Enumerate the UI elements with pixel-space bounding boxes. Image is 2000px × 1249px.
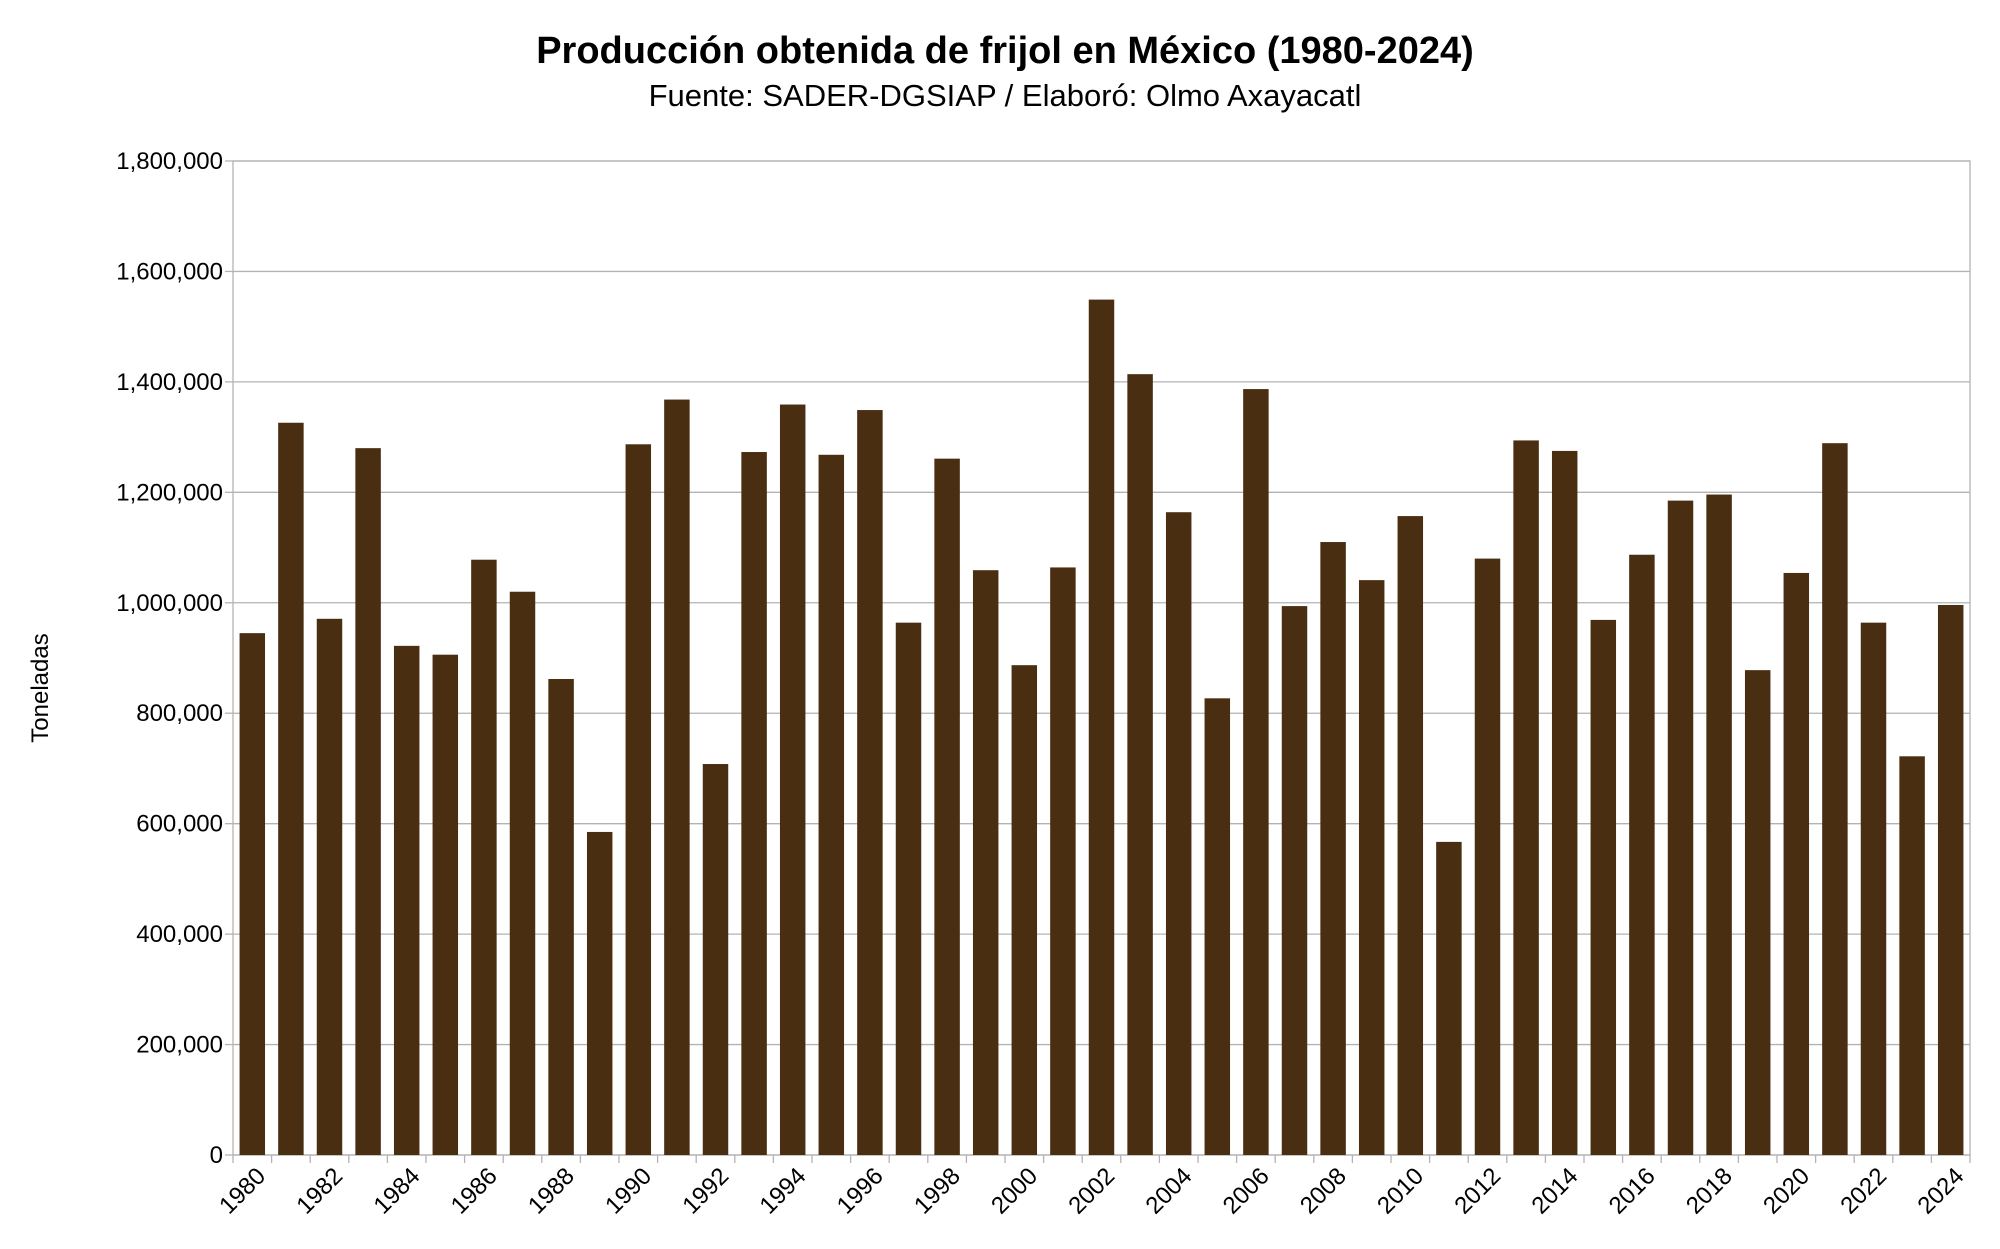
x-tick-label: 2002 xyxy=(1063,1163,1120,1220)
bar-2007 xyxy=(1281,606,1308,1155)
y-tick-label: 800,000 xyxy=(136,700,223,727)
bar-1986 xyxy=(471,559,497,1155)
chart-title: Producción obtenida de frijol en México … xyxy=(536,30,1474,72)
x-tick-label: 1998 xyxy=(909,1163,966,1220)
y-tick-label: 1,800,000 xyxy=(116,148,223,175)
bar-1999 xyxy=(972,570,999,1155)
bar-2013 xyxy=(1513,440,1539,1155)
x-tick-label: 2006 xyxy=(1218,1163,1275,1220)
x-tick-label: 1980 xyxy=(214,1163,271,1220)
bar-2018 xyxy=(1706,494,1732,1155)
x-tick-label: 1996 xyxy=(832,1163,889,1220)
x-tick-label: 1984 xyxy=(369,1163,426,1220)
bar-2014 xyxy=(1551,450,1578,1156)
x-tick-label: 1982 xyxy=(291,1163,348,1220)
bar-2011 xyxy=(1436,841,1462,1155)
x-tick-label: 2012 xyxy=(1449,1163,1506,1220)
bar-2003 xyxy=(1127,374,1153,1155)
bar-1998 xyxy=(934,458,960,1155)
bar-2005 xyxy=(1204,698,1231,1155)
bar-2001 xyxy=(1050,567,1076,1155)
bar-1996 xyxy=(857,410,883,1155)
x-tick-label: 2018 xyxy=(1681,1163,1738,1220)
y-tick-label: 400,000 xyxy=(136,921,223,948)
bar-2019 xyxy=(1744,670,1771,1155)
y-tick-label: 600,000 xyxy=(136,811,223,838)
y-axis-label: Toneladas xyxy=(27,633,54,742)
y-tick-label: 0 xyxy=(210,1142,223,1169)
x-tick-label: 2020 xyxy=(1758,1163,1815,1220)
bar-1983 xyxy=(355,448,381,1156)
y-tick-label: 1,400,000 xyxy=(116,369,223,396)
y-tick-label: 1,600,000 xyxy=(116,258,223,285)
bar-1981 xyxy=(278,422,304,1156)
bar-1995 xyxy=(818,454,845,1155)
x-tick-label: 2000 xyxy=(986,1163,1043,1220)
y-tick-label: 200,000 xyxy=(136,1032,223,1059)
bar-2009 xyxy=(1358,580,1385,1155)
x-tick-label: 2008 xyxy=(1295,1163,1352,1220)
bar-1987 xyxy=(509,591,536,1155)
x-tick-label: 2014 xyxy=(1527,1163,1584,1220)
bar-2016 xyxy=(1629,554,1655,1155)
bar-2021 xyxy=(1822,443,1848,1155)
bar-1984 xyxy=(393,645,420,1155)
bar-2020 xyxy=(1783,572,1810,1155)
bar-1992 xyxy=(702,764,729,1155)
bar-1991 xyxy=(664,399,690,1155)
bar-1997 xyxy=(895,622,922,1155)
x-tick-label: 1992 xyxy=(677,1163,734,1220)
y-tick-label: 1,000,000 xyxy=(116,590,223,617)
bar-1982 xyxy=(316,618,343,1155)
bar-1985 xyxy=(432,654,459,1155)
bar-2006 xyxy=(1243,389,1269,1156)
bar-1980 xyxy=(239,633,266,1155)
bar-2002 xyxy=(1088,299,1115,1155)
bar-2000 xyxy=(1011,665,1038,1155)
bar-1993 xyxy=(741,452,767,1155)
x-tick-label: 2022 xyxy=(1835,1163,1892,1220)
x-tick-label: 2016 xyxy=(1604,1163,1661,1220)
bar-1990 xyxy=(625,444,652,1155)
bar-2012 xyxy=(1474,558,1501,1155)
x-tick-label: 2024 xyxy=(1913,1163,1970,1220)
bar-2022 xyxy=(1860,622,1887,1155)
x-tick-label: 1988 xyxy=(523,1163,580,1220)
bar-1988 xyxy=(548,678,574,1155)
x-tick-label: 1986 xyxy=(446,1163,503,1220)
x-tick-label: 1990 xyxy=(600,1163,657,1220)
bar-2015 xyxy=(1590,619,1617,1155)
y-tick-label: 1,200,000 xyxy=(116,479,223,506)
bar-2023 xyxy=(1899,756,1925,1155)
bar-2008 xyxy=(1320,542,1346,1155)
chart-subtitle: Fuente: SADER-DGSIAP / Elaboró: Olmo Axa… xyxy=(648,78,1362,113)
x-tick-label: 2004 xyxy=(1141,1163,1198,1220)
bar-2010 xyxy=(1397,516,1424,1155)
bar-2017 xyxy=(1667,500,1694,1155)
x-tick-label: 1994 xyxy=(755,1163,812,1220)
bar-2024 xyxy=(1937,604,1964,1155)
x-tick-label: 2010 xyxy=(1372,1163,1429,1220)
bar-2004 xyxy=(1165,512,1192,1155)
bar-1994 xyxy=(779,404,806,1155)
bar-1989 xyxy=(586,831,613,1155)
